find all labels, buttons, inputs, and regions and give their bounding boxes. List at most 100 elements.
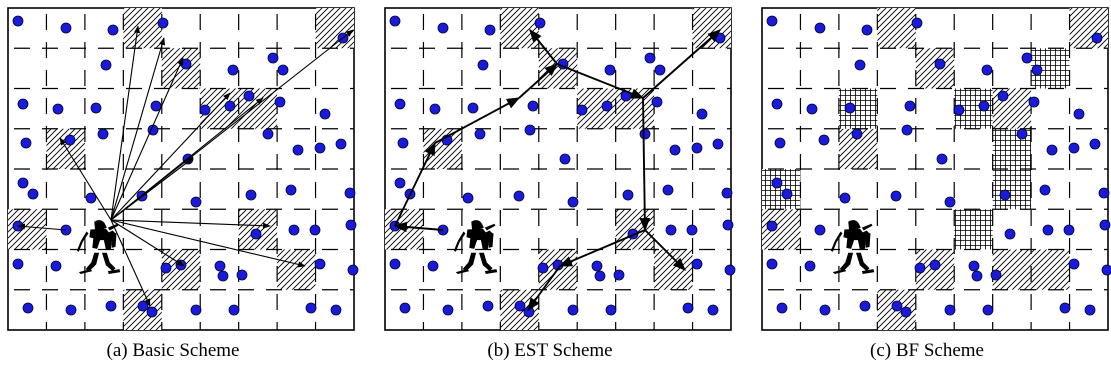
sensor-node <box>766 15 778 27</box>
sensor-node <box>1042 224 1054 236</box>
hatched-cell <box>992 249 1032 290</box>
hatched-cell <box>123 8 162 49</box>
sensor-node <box>1046 144 1058 156</box>
sensor-node <box>1068 142 1080 154</box>
hatched-cell <box>1069 8 1108 49</box>
arrow-icon <box>558 229 646 267</box>
arrow-icon <box>642 29 721 99</box>
sensor-node <box>594 270 606 282</box>
arrow-icon <box>110 29 354 221</box>
sensor-node <box>567 304 579 316</box>
sensor-node <box>65 304 77 316</box>
sensor-node <box>429 103 441 115</box>
hatched-cell <box>1031 249 1070 290</box>
sensor-node <box>691 142 703 154</box>
arrow-icon <box>393 221 444 233</box>
sensor-node <box>27 188 39 200</box>
hatched-cell <box>315 8 354 49</box>
sensor-node <box>20 137 32 149</box>
sensor-node <box>250 228 262 240</box>
sensor-node <box>314 258 326 270</box>
sensor-node <box>397 137 409 149</box>
sensor-node <box>605 304 617 316</box>
hatched-cell <box>161 48 201 89</box>
arrow-icon <box>639 97 651 232</box>
sensor-node <box>180 58 192 70</box>
sensor-node <box>309 224 321 236</box>
sensor-node <box>900 306 912 318</box>
sensor-node <box>914 262 926 274</box>
sensor-node <box>707 304 719 316</box>
sensor-node <box>981 64 993 76</box>
caption-bf-scheme: (c) BF Scheme <box>870 340 984 361</box>
sensor-node <box>285 184 297 196</box>
sensor-node <box>1039 184 1051 196</box>
arrow-layer <box>393 28 721 312</box>
grid-cell <box>762 169 801 210</box>
sensor-node <box>819 304 831 316</box>
sensor-node <box>651 96 663 108</box>
sensor-node <box>999 189 1011 201</box>
arrow-icon <box>110 219 185 267</box>
sensor-node <box>477 59 489 71</box>
sensor-node <box>524 124 536 136</box>
sensor-node <box>90 102 102 114</box>
sensor-node <box>971 270 983 282</box>
sensor-node <box>262 128 274 140</box>
panel-est-scheme <box>384 7 736 331</box>
sensor-node <box>604 64 616 76</box>
hatched-cell <box>423 128 462 169</box>
sensor-node <box>292 144 304 156</box>
sensor-node <box>150 100 162 112</box>
sensor-node <box>157 17 169 29</box>
sensor-node <box>1021 52 1033 64</box>
sensor-node <box>774 137 786 149</box>
dashed-grid <box>385 8 731 330</box>
sensor-node <box>1091 32 1103 44</box>
sensor-node <box>534 17 546 29</box>
arrow-icon <box>110 219 151 307</box>
sensor-node <box>712 138 724 150</box>
sensor-node <box>236 269 248 281</box>
sensor-node <box>839 192 851 204</box>
sensor-node <box>613 269 625 281</box>
sensor-node <box>929 259 941 271</box>
sensor-node <box>851 128 863 140</box>
sensor-node <box>314 142 326 154</box>
sensor-node <box>1004 228 1016 240</box>
sensor-node <box>904 100 916 112</box>
sensor-node <box>1063 224 1075 236</box>
sensor-node <box>22 302 34 314</box>
sensor-node <box>944 196 956 208</box>
sensor-node <box>467 102 479 114</box>
sensor-node <box>814 224 826 236</box>
sensor-node <box>854 59 866 71</box>
sensor-node <box>806 103 818 115</box>
sensor-node <box>17 98 29 110</box>
sensor-node <box>100 59 112 71</box>
arrow-icon <box>556 63 645 99</box>
sensor-node <box>442 304 454 316</box>
sensor-node <box>347 264 359 276</box>
sensor-node <box>1016 128 1028 140</box>
sensor-node <box>1084 304 1096 316</box>
arrow-layer <box>17 25 354 307</box>
sensor-node <box>105 300 117 312</box>
hatched-cell <box>915 48 955 89</box>
sensor-node <box>462 192 474 204</box>
sensor-node <box>394 177 406 189</box>
sensor-node <box>1098 187 1110 199</box>
sensor-node <box>804 260 816 272</box>
sensor-node <box>686 224 698 236</box>
sensor-node <box>274 96 286 108</box>
arrow-icon <box>110 219 271 229</box>
hatched-cell <box>500 8 539 49</box>
sensor-node <box>776 302 788 314</box>
sensor-node <box>1089 138 1101 150</box>
sensor-node <box>190 304 202 316</box>
sensor-node <box>766 220 778 232</box>
sensor-node <box>1101 264 1111 276</box>
arrow-icon <box>17 223 67 231</box>
sensor-node <box>567 196 579 208</box>
sensor-node <box>953 104 965 116</box>
